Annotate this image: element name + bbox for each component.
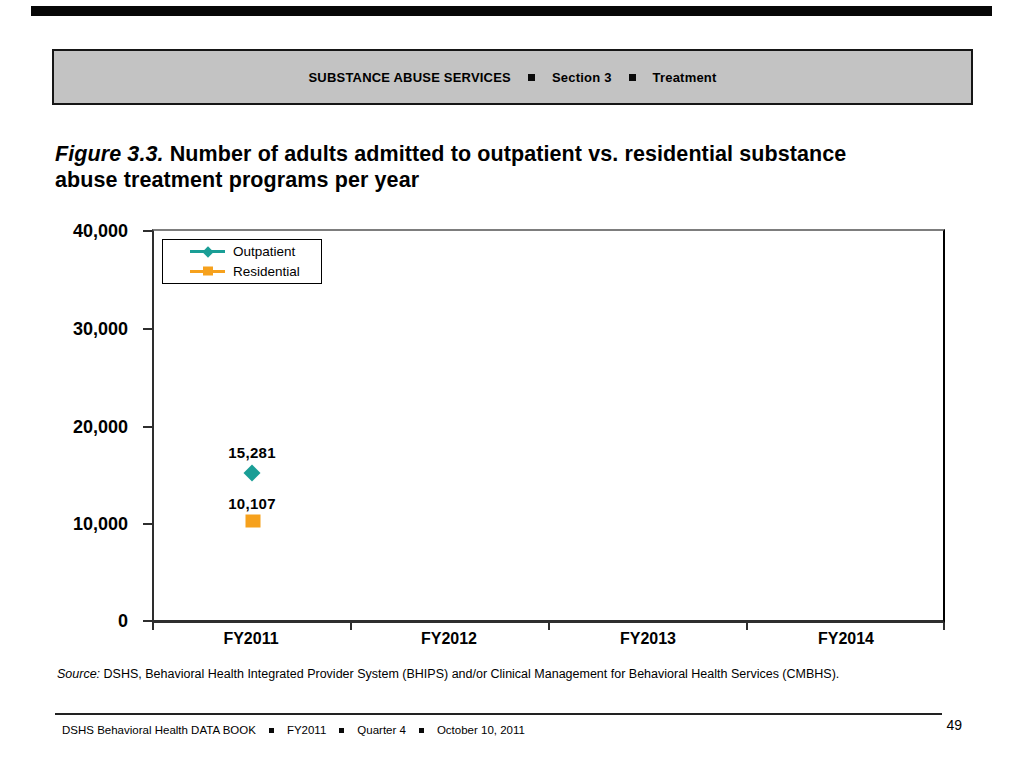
footer: DSHS Behavioral Health DATA BOOK FY2011 … bbox=[62, 724, 525, 736]
figure-title-line1: Number of adults admitted to outpatient … bbox=[170, 142, 847, 166]
x-axis-tick bbox=[746, 623, 748, 630]
square-marker-icon bbox=[246, 515, 261, 528]
section-header-bar: SUBSTANCE ABUSE SERVICES Section 3 Treat… bbox=[52, 49, 973, 105]
y-axis-tick-label: 40,000 bbox=[38, 221, 128, 241]
square-bullet-icon bbox=[629, 74, 636, 81]
slide-page: SUBSTANCE ABUSE SERVICES Section 3 Treat… bbox=[0, 0, 1024, 768]
y-axis-tick-label: 20,000 bbox=[38, 417, 128, 437]
x-axis-label-fy2014: FY2014 bbox=[786, 630, 906, 648]
x-axis-label-fy2011: FY2011 bbox=[191, 630, 311, 648]
data-label-residential: 10,107 bbox=[197, 495, 307, 512]
top-accent-bar bbox=[31, 6, 992, 16]
chart-plot-area bbox=[152, 229, 945, 623]
footer-date: October 10, 2011 bbox=[437, 724, 525, 736]
source-note: Source: DSHS, Behavioral Health Integrat… bbox=[57, 667, 977, 681]
chart-legend: Outpatient Residential bbox=[162, 239, 322, 284]
header-section-group: SUBSTANCE ABUSE SERVICES bbox=[308, 70, 511, 85]
page-number: 49 bbox=[920, 717, 962, 733]
footer-book-title: DSHS Behavioral Health DATA BOOK bbox=[62, 724, 256, 736]
header-section: Section 3 bbox=[552, 70, 612, 85]
y-axis-tick bbox=[143, 328, 152, 330]
legend-item-residential: Residential bbox=[190, 264, 321, 279]
y-axis-tick bbox=[143, 620, 152, 622]
figure-title: Figure 3.3. Number of adults admitted to… bbox=[55, 141, 925, 193]
y-axis-tick-label: 10,000 bbox=[38, 514, 128, 534]
y-axis-tick bbox=[143, 230, 152, 232]
header-subsection: Treatment bbox=[653, 70, 717, 85]
square-marker-icon bbox=[203, 267, 213, 276]
square-bullet-icon bbox=[419, 728, 424, 733]
x-axis-tick bbox=[943, 623, 945, 630]
legend-label-residential: Residential bbox=[233, 264, 300, 279]
source-prefix: Source: bbox=[57, 667, 100, 681]
square-bullet-icon bbox=[339, 728, 344, 733]
legend-label-outpatient: Outpatient bbox=[233, 244, 295, 259]
legend-line-residential bbox=[190, 270, 225, 273]
diamond-marker-icon bbox=[202, 246, 213, 257]
y-axis-tick-label: 30,000 bbox=[38, 319, 128, 339]
x-axis-label-fy2012: FY2012 bbox=[389, 630, 509, 648]
legend-line-outpatient bbox=[190, 250, 225, 253]
y-axis-tick bbox=[143, 523, 152, 525]
legend-item-outpatient: Outpatient bbox=[190, 244, 321, 259]
data-label-outpatient: 15,281 bbox=[197, 444, 307, 461]
square-bullet-icon bbox=[528, 74, 535, 81]
footer-rule bbox=[55, 713, 942, 715]
footer-fiscal-year: FY2011 bbox=[287, 724, 326, 736]
figure-number-label: Figure 3.3. bbox=[55, 142, 164, 166]
y-axis-tick bbox=[143, 426, 152, 428]
y-axis-tick-label: 0 bbox=[38, 611, 128, 631]
square-bullet-icon bbox=[269, 728, 274, 733]
footer-quarter: Quarter 4 bbox=[357, 724, 406, 736]
source-text: DSHS, Behavioral Health Integrated Provi… bbox=[104, 667, 840, 681]
x-axis-label-fy2013: FY2013 bbox=[588, 630, 708, 648]
figure-title-line2: abuse treatment programs per year bbox=[55, 168, 419, 192]
x-axis-tick bbox=[548, 623, 550, 630]
x-axis-tick bbox=[350, 623, 352, 630]
x-axis-tick bbox=[152, 623, 154, 630]
